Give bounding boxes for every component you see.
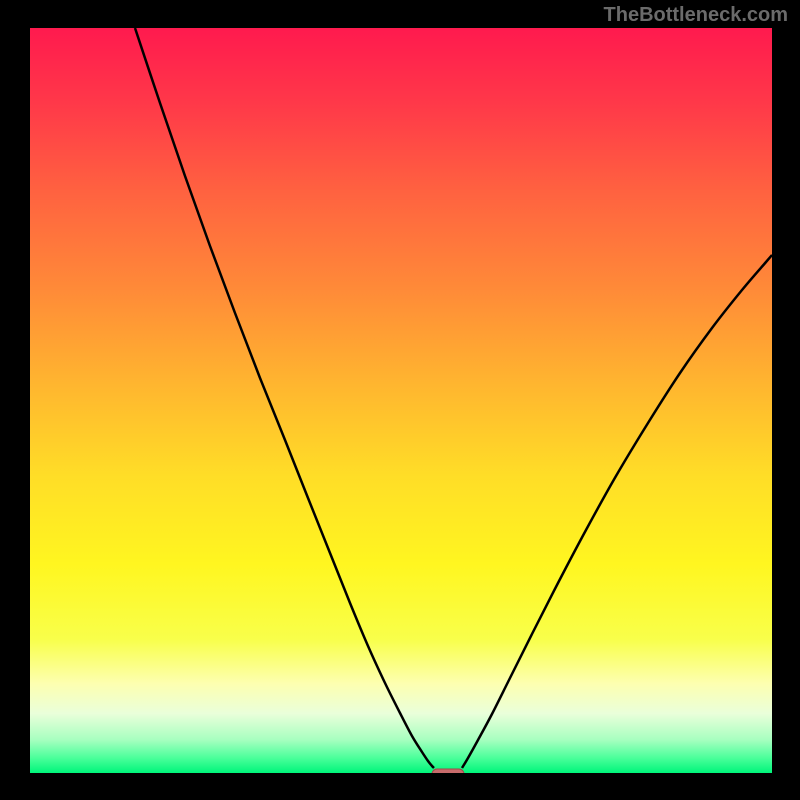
plot-area <box>30 28 772 773</box>
right-curve <box>462 255 772 768</box>
chart-container: TheBottleneck.com <box>0 0 800 800</box>
watermark-text: TheBottleneck.com <box>604 4 788 27</box>
left-curve <box>135 28 434 768</box>
curves-layer <box>30 28 772 773</box>
optimal-marker <box>432 769 464 773</box>
